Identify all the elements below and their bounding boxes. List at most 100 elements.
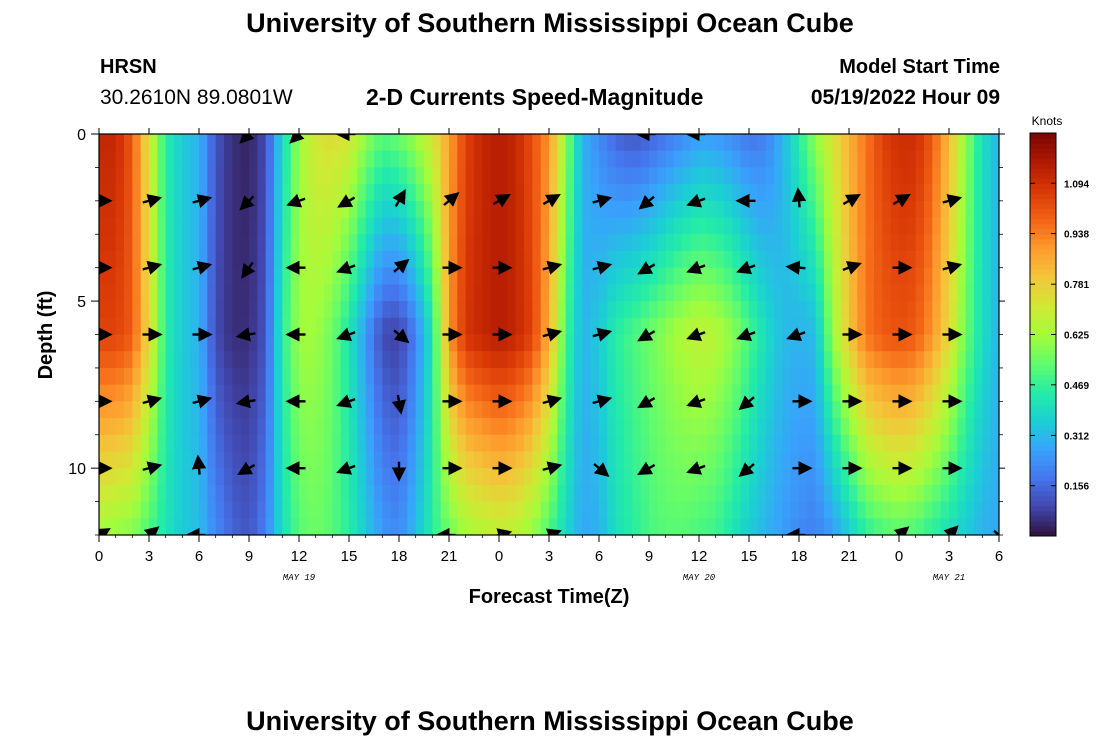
heatmap-cell — [640, 217, 650, 235]
heatmap-cell — [307, 150, 317, 169]
heatmap-cell — [499, 367, 508, 386]
heatmap-cell — [990, 184, 999, 202]
heatmap-cell — [715, 200, 725, 219]
heatmap-cell — [815, 134, 825, 152]
heatmap-cell — [582, 267, 592, 285]
heatmap-cell — [990, 418, 999, 436]
current-arrow — [494, 528, 513, 535]
heatmap-cell — [540, 217, 550, 235]
heatmap-cell — [207, 434, 217, 453]
heatmap-cell — [799, 401, 808, 419]
heatmap-cell — [157, 451, 167, 469]
heatmap-cell — [715, 234, 725, 252]
heatmap-cell — [549, 250, 558, 269]
heatmap-cell — [740, 451, 750, 469]
heatmap-cell — [899, 250, 908, 269]
heatmap-cell — [132, 334, 142, 352]
heatmap-cell — [215, 451, 225, 469]
heatmap-cell — [749, 217, 758, 235]
heatmap-cell — [949, 418, 958, 436]
heatmap-cell — [840, 501, 850, 519]
heatmap-cell — [907, 234, 917, 252]
heatmap-cell — [565, 418, 575, 436]
heatmap-cell — [182, 250, 192, 269]
heatmap-cell — [282, 484, 292, 503]
heatmap-cell — [707, 250, 717, 269]
heatmap-cell — [149, 334, 158, 352]
heatmap-cell — [915, 334, 925, 352]
heatmap-cell — [732, 267, 742, 285]
heatmap-cell — [190, 351, 200, 369]
heatmap-cell — [199, 250, 208, 269]
heatmap-cell — [232, 367, 242, 386]
heatmap-cell — [549, 134, 558, 152]
heatmap-cell — [665, 434, 675, 453]
heatmap-cell — [490, 468, 500, 486]
heatmap-cell — [632, 217, 642, 235]
heatmap-cell — [290, 484, 300, 503]
current-arrow — [542, 394, 563, 409]
heatmap-cell — [790, 418, 800, 436]
heatmap-cell — [615, 167, 625, 185]
heatmap-cell — [590, 401, 600, 419]
x-tick-label: 18 — [791, 548, 808, 565]
x-tick-label: 15 — [341, 548, 358, 565]
heatmap-cell — [107, 150, 117, 169]
heatmap-cell — [115, 267, 125, 285]
heatmap-cell — [215, 484, 225, 503]
heatmap-cell — [465, 501, 475, 519]
heatmap-cell — [449, 234, 458, 252]
heatmap-cell — [290, 418, 300, 436]
heatmap-cell — [690, 150, 700, 169]
heatmap-cell — [640, 184, 650, 202]
heatmap-cell — [557, 284, 567, 302]
heatmap-cell — [115, 451, 125, 469]
heatmap-cell — [499, 284, 508, 302]
heatmap-cell — [99, 167, 108, 185]
heatmap-cell — [390, 134, 400, 152]
heatmap-cell — [874, 150, 883, 169]
heatmap-cell — [674, 351, 683, 369]
heatmap-cell — [332, 134, 342, 152]
heatmap-cell — [974, 134, 983, 152]
heatmap-cell — [774, 401, 783, 419]
heatmap-cell — [924, 200, 933, 219]
heatmap-cell — [957, 434, 967, 453]
heatmap-cell — [215, 401, 225, 419]
heatmap-cell — [424, 418, 433, 436]
colorbar-segment — [1030, 490, 1056, 497]
heatmap-cell — [682, 301, 692, 319]
heatmap-cell — [290, 167, 300, 185]
heatmap-cell — [124, 217, 133, 235]
heatmap-cell — [107, 384, 117, 402]
colorbar-segment — [1030, 329, 1056, 335]
heatmap-cell — [890, 367, 900, 386]
heatmap-cell — [857, 317, 867, 336]
colorbar-tick-label: 0.938 — [1064, 230, 1089, 241]
current-arrow — [892, 193, 911, 208]
heatmap-cell — [482, 401, 492, 419]
colorbar-segment — [1030, 450, 1056, 456]
heatmap-cell — [724, 267, 733, 285]
heatmap-cell — [365, 401, 375, 419]
heatmap-cell — [132, 301, 142, 319]
heatmap-cell — [707, 384, 717, 402]
heatmap-cell — [965, 351, 975, 369]
heatmap-cell — [707, 200, 717, 219]
heatmap-cell — [349, 451, 358, 469]
heatmap-cell — [732, 284, 742, 302]
heatmap-cell — [865, 451, 875, 469]
heatmap-cell — [282, 134, 292, 152]
heatmap-cell — [882, 167, 892, 185]
heatmap-cell — [832, 317, 842, 336]
heatmap-cell — [965, 234, 975, 252]
heatmap-cell — [340, 134, 350, 152]
heatmap-cell — [365, 334, 375, 352]
heatmap-cell — [249, 434, 258, 453]
heatmap-cell — [957, 301, 967, 319]
heatmap-cell — [149, 367, 158, 386]
heatmap-cell — [615, 451, 625, 469]
heatmap-cell — [257, 234, 267, 252]
heatmap-cell — [590, 317, 600, 336]
